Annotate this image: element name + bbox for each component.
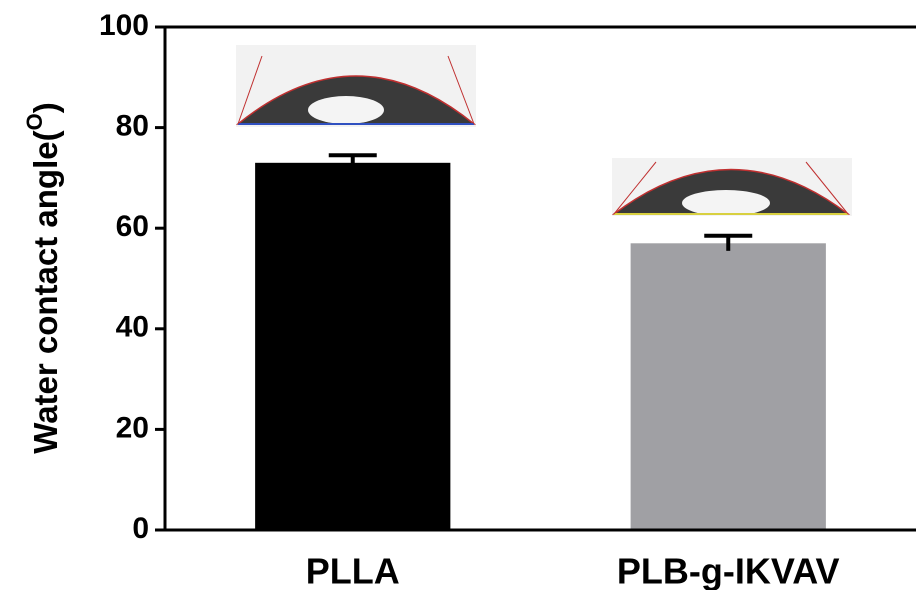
- y-axis-title-text: Water contact angle(: [27, 130, 64, 453]
- bar: [255, 163, 450, 530]
- y-tick-label: 0: [132, 512, 149, 545]
- droplet-image-plb: [612, 158, 852, 216]
- y-tick-label: 60: [116, 210, 149, 243]
- droplet-image-plla: [236, 45, 476, 127]
- x-tick-label: PLLA: [306, 551, 400, 590]
- y-axis-title-close: ): [27, 102, 64, 113]
- y-tick-label: 40: [116, 311, 149, 344]
- x-tick-label: PLB-g-IKVAV: [617, 551, 840, 590]
- y-axis-title-unit: O: [22, 113, 47, 130]
- bar: [631, 243, 826, 530]
- y-tick-label: 100: [99, 9, 149, 42]
- y-axis-title: Water contact angle(O): [22, 102, 64, 453]
- y-tick-label: 80: [116, 110, 149, 143]
- chart: Water contact angle(O) 0 20 40 60 80 100 PLLA P…: [0, 0, 916, 590]
- y-tick-label: 20: [116, 411, 149, 444]
